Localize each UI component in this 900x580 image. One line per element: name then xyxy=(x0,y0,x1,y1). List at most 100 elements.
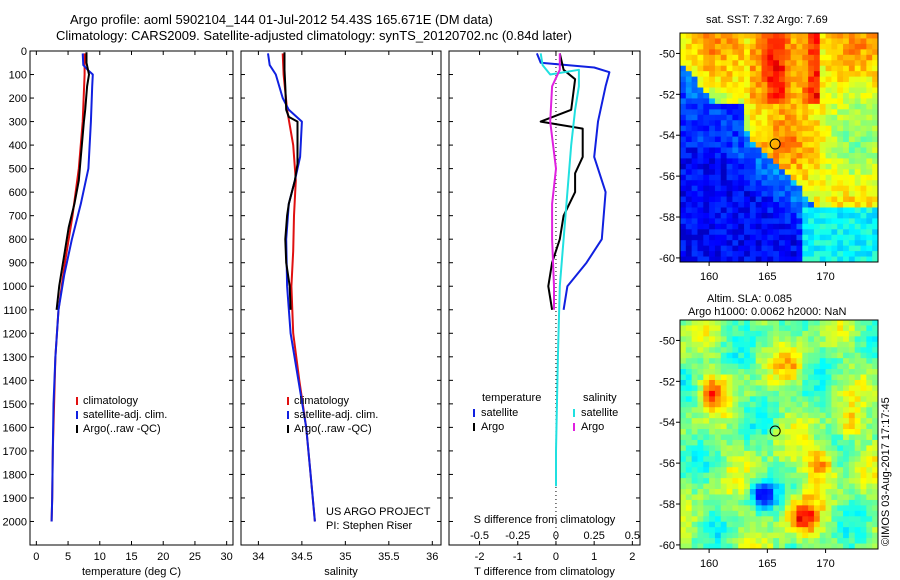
depth-tick-label: 400 xyxy=(9,140,27,152)
map-x-tick-label: 165 xyxy=(758,271,776,283)
x-tick-label: 35.5 xyxy=(378,551,399,563)
panel-annotation: PI: Stephen Riser xyxy=(326,520,413,532)
depth-tick-label: 800 xyxy=(9,234,27,246)
depth-tick-label: 1000 xyxy=(3,281,27,293)
map-y-tick-label: -54 xyxy=(659,417,675,429)
depth-tick-label: 1600 xyxy=(3,422,27,434)
x-tick-label: 36 xyxy=(426,551,438,563)
x-tick-label: 25 xyxy=(189,551,201,563)
map-y-tick-label: -56 xyxy=(659,171,675,183)
legend-title-salinity: salinity xyxy=(583,392,617,404)
depth-tick-label: 1900 xyxy=(3,493,27,505)
map-frame xyxy=(679,32,879,263)
depth-tick-label: 1300 xyxy=(3,352,27,364)
map-sst-map xyxy=(680,33,879,263)
series-line-satellite-adj-clim- xyxy=(50,53,94,522)
depth-tick-label: 2000 xyxy=(3,516,27,528)
legend-title-temperature: temperature xyxy=(482,392,541,404)
imos-timestamp-label: ©IMOS 03-Aug-2017 17:17:45 xyxy=(880,397,892,546)
x-tick-label: 30 xyxy=(221,551,233,563)
argo-location-marker xyxy=(769,138,781,150)
depth-tick-label: 1100 xyxy=(3,305,27,317)
x-tick-label: 0 xyxy=(33,551,39,563)
x-tick-label: 5 xyxy=(65,551,71,563)
depth-tick-label: 600 xyxy=(9,187,27,199)
map-y-tick-label: -60 xyxy=(659,540,675,552)
panel-frame-difference xyxy=(448,50,641,546)
legend-label: Argo xyxy=(481,421,504,433)
depth-tick-label: 1500 xyxy=(3,399,27,411)
map-y-tick-label: -58 xyxy=(659,212,675,224)
legend-label: Argo(..raw -QC) xyxy=(83,423,161,435)
s-tick-label: 0.25 xyxy=(583,530,604,542)
s-tick-label: -0.5 xyxy=(470,530,489,542)
legend-label: satellite xyxy=(581,407,618,419)
depth-tick-label: 1800 xyxy=(3,469,27,481)
x-tick-label: 35 xyxy=(339,551,351,563)
x-tick-label: -2 xyxy=(475,551,485,563)
x-tick-label: 1 xyxy=(591,551,597,563)
depth-tick-label: 0 xyxy=(21,46,27,58)
legend-label: Argo xyxy=(581,421,604,433)
legend-label: climatology xyxy=(294,395,350,407)
series-line-argo xyxy=(283,52,299,310)
series-line-argo xyxy=(55,52,90,310)
map-x-tick-label: 160 xyxy=(700,558,718,570)
x-axis-label: salinity xyxy=(324,566,358,578)
x-tick-label: 15 xyxy=(125,551,137,563)
x-tick-label: 2 xyxy=(629,551,635,563)
map-y-tick-label: -58 xyxy=(659,499,675,511)
map-x-tick-label: 165 xyxy=(758,558,776,570)
sla-map-title-line-2: Argo h1000: 0.0062 h2000: NaN xyxy=(688,306,847,318)
depth-tick-label: 1200 xyxy=(3,328,27,340)
x-tick-label: -1 xyxy=(513,551,523,563)
map-y-tick-label: -52 xyxy=(659,376,675,388)
map-frame xyxy=(679,319,879,550)
map-sla-map xyxy=(680,320,879,550)
depth-tick-label: 1400 xyxy=(3,375,27,387)
map-y-tick-label: -50 xyxy=(659,48,675,60)
map-y-tick-label: -52 xyxy=(659,89,675,101)
x-tick-label: 0 xyxy=(553,551,559,563)
x-tick-label: 10 xyxy=(94,551,106,563)
depth-tick-label: 700 xyxy=(9,211,27,223)
map-x-tick-label: 170 xyxy=(816,271,834,283)
map-y-tick-label: -54 xyxy=(659,130,675,142)
s-tick-label: 0 xyxy=(553,530,559,542)
x-tick-label: 20 xyxy=(157,551,169,563)
map-y-tick-label: -50 xyxy=(659,335,675,347)
series-line-s-satellite xyxy=(539,53,580,487)
panel-frame-salinity xyxy=(240,50,442,546)
series-line-t-satellite xyxy=(535,53,611,310)
x-tick-label: 34.5 xyxy=(291,551,312,563)
map-y-tick-label: -56 xyxy=(659,458,675,470)
depth-tick-label: 100 xyxy=(9,70,27,82)
depth-tick-label: 900 xyxy=(9,258,27,270)
legend-label: satellite-adj. clim. xyxy=(83,409,167,421)
s-tick-label: -0.25 xyxy=(505,530,530,542)
figure-title-line-1: Argo profile: aoml 5902104_144 01-Jul-20… xyxy=(70,12,493,27)
legend-label: Argo(..raw -QC) xyxy=(294,423,372,435)
x-tick-label: 34 xyxy=(252,551,264,563)
panel-annotation: US ARGO PROJECT xyxy=(326,506,431,518)
depth-tick-label: 500 xyxy=(9,164,27,176)
figure-title-line-2: Climatology: CARS2009. Satellite-adjuste… xyxy=(56,28,572,43)
argo-location-marker xyxy=(769,425,781,437)
s-tick-label: 0.5 xyxy=(625,530,640,542)
x-axis-label: temperature (deg C) xyxy=(82,566,181,578)
legend-label: satellite xyxy=(481,407,518,419)
legend-label: satellite-adj. clim. xyxy=(294,409,378,421)
sst-map-title: sat. SST: 7.32 Argo: 7.69 xyxy=(706,14,828,26)
x-axis-label: T difference from climatology xyxy=(474,566,615,578)
depth-tick-label: 200 xyxy=(9,93,27,105)
map-x-tick-label: 160 xyxy=(700,271,718,283)
map-x-tick-label: 170 xyxy=(816,558,834,570)
depth-tick-label: 1700 xyxy=(3,446,27,458)
series-line-s-argo xyxy=(549,53,561,310)
depth-tick-label: 300 xyxy=(9,117,27,129)
map-y-tick-label: -60 xyxy=(659,253,675,265)
top-x-axis-label: S difference from climatology xyxy=(474,514,616,526)
sla-map-title-line-1: Altim. SLA: 0.085 xyxy=(707,293,792,305)
legend-label: climatology xyxy=(83,395,139,407)
